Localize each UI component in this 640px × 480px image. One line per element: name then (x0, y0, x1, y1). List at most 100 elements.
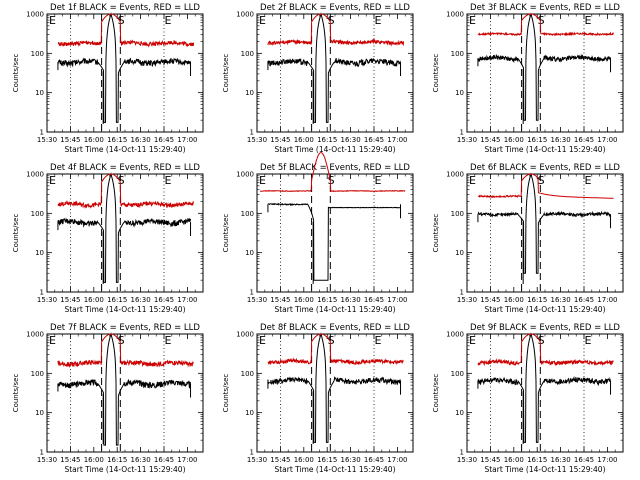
segment-marker: S (328, 14, 335, 27)
x-tick-label: 16:15 (317, 296, 337, 304)
events-series-line (57, 172, 191, 283)
x-tick-label: 16:45 (574, 296, 594, 304)
y-axis-label: Counts/sec (12, 214, 20, 253)
x-tick-label: 16:45 (364, 296, 384, 304)
x-tick-label: 16:30 (131, 136, 151, 144)
y-tick-label: 10 (455, 89, 464, 97)
x-tick-label: 17:00 (177, 296, 197, 304)
lld-series-line (267, 333, 404, 366)
y-tick-label: 100 (451, 370, 464, 378)
x-tick-label: 16:45 (364, 456, 384, 464)
lld-series-line (477, 333, 614, 367)
y-tick-label: 1 (40, 289, 44, 297)
chart-title: Det 6f BLACK = Events, RED = LLD (470, 163, 620, 173)
y-tick-label: 10 (35, 409, 44, 417)
y-tick-label: 1 (460, 129, 464, 137)
events-series-line (267, 332, 401, 443)
x-axis-label: Start Time (14-Oct-11 15:29:40) (484, 305, 605, 314)
y-axis-label: Counts/sec (222, 54, 230, 93)
x-tick-label: 16:15 (527, 456, 547, 464)
x-tick-label: 16:00 (294, 296, 314, 304)
x-axis-label: Start Time (14-Oct-11 15:29:40) (484, 145, 605, 154)
chart-panel-det-9: Det 9f BLACK = Events, RED = LLD 1 10 100 10… (432, 323, 624, 474)
segment-marker: E (374, 334, 381, 347)
x-tick-label: 16:00 (504, 296, 524, 304)
x-tick-label: 15:45 (60, 296, 80, 304)
y-tick-label: 10 (35, 89, 44, 97)
y-axis-label: Counts/sec (12, 54, 20, 93)
x-tick-label: 16:45 (154, 296, 174, 304)
segment-marker: E (469, 174, 476, 187)
segment-marker: S (118, 334, 125, 347)
segment-marker: S (328, 334, 335, 347)
x-tick-label: 16:15 (107, 296, 127, 304)
chart-title: Det 1f BLACK = Events, RED = LLD (50, 3, 200, 13)
chart-title: Det 4f BLACK = Events, RED = LLD (50, 163, 200, 173)
x-tick-label: 17:00 (387, 136, 407, 144)
y-tick-label: 1000 (236, 331, 254, 339)
events-series-line (477, 172, 611, 274)
events-series-line (477, 332, 611, 443)
y-tick-label: 100 (31, 50, 44, 58)
x-tick-label: 16:15 (317, 136, 337, 144)
chart-panel-det-1: Det 1f BLACK = Events, RED = LLD 1 10 100 10… (12, 3, 204, 154)
x-tick-label: 17:00 (387, 456, 407, 464)
x-tick-label: 16:30 (551, 136, 571, 144)
x-tick-label: 17:00 (597, 296, 617, 304)
events-series-line (267, 202, 401, 281)
segment-marker: E (374, 174, 381, 187)
x-tick-label: 15:30 (247, 296, 267, 304)
lld-series-line (57, 173, 195, 209)
x-tick-label: 15:30 (457, 136, 477, 144)
chart-title: Det 7f BLACK = Events, RED = LLD (50, 323, 200, 333)
x-tick-label: 15:45 (480, 296, 500, 304)
y-axis-label: Counts/sec (222, 374, 230, 413)
y-tick-label: 1 (250, 449, 254, 457)
y-tick-label: 1000 (446, 171, 464, 179)
segment-marker: S (328, 174, 335, 187)
y-axis-label: Counts/sec (432, 374, 440, 413)
segment-marker: E (49, 14, 56, 27)
x-tick-label: 16:15 (107, 136, 127, 144)
x-tick-label: 16:15 (527, 296, 547, 304)
x-tick-label: 16:45 (154, 456, 174, 464)
chart-title: Det 8f BLACK = Events, RED = LLD (260, 323, 410, 333)
segment-marker: S (538, 14, 545, 27)
x-tick-label: 16:15 (527, 136, 547, 144)
y-tick-label: 1 (460, 289, 464, 297)
segment-marker: E (584, 334, 591, 347)
chart-panel-det-2: Det 2f BLACK = Events, RED = LLD 1 10 100 10… (222, 3, 414, 154)
chart-title: Det 2f BLACK = Events, RED = LLD (260, 3, 410, 13)
y-tick-label: 10 (455, 409, 464, 417)
segment-marker: E (259, 334, 266, 347)
x-tick-label: 16:45 (574, 456, 594, 464)
x-tick-label: 16:30 (551, 456, 571, 464)
x-tick-label: 16:00 (294, 456, 314, 464)
x-tick-label: 16:00 (294, 136, 314, 144)
x-tick-label: 16:00 (84, 296, 104, 304)
x-axis-label: Start Time (14-Oct-11 15:29:40) (64, 145, 185, 154)
x-tick-label: 17:00 (597, 456, 617, 464)
y-tick-label: 10 (35, 249, 44, 257)
y-tick-label: 1 (250, 129, 254, 137)
x-tick-label: 15:30 (247, 136, 267, 144)
y-tick-label: 1 (460, 449, 464, 457)
segment-marker: S (538, 334, 545, 347)
y-tick-label: 1000 (236, 171, 254, 179)
x-tick-label: 16:15 (107, 456, 127, 464)
lld-series-line (260, 152, 406, 193)
y-tick-label: 1000 (26, 11, 44, 19)
x-tick-label: 16:00 (504, 456, 524, 464)
x-tick-label: 15:30 (37, 136, 57, 144)
segment-marker: E (584, 174, 591, 187)
y-tick-label: 100 (31, 370, 44, 378)
segment-marker: E (584, 14, 591, 27)
x-tick-label: 15:45 (270, 136, 290, 144)
segment-marker: S (538, 174, 545, 187)
events-series-line (57, 12, 191, 123)
segment-marker: S (118, 174, 125, 187)
chart-panel-det-4: Det 4f BLACK = Events, RED = LLD 1 10 100 10… (12, 163, 204, 314)
x-tick-label: 15:45 (270, 296, 290, 304)
y-tick-label: 10 (245, 249, 254, 257)
